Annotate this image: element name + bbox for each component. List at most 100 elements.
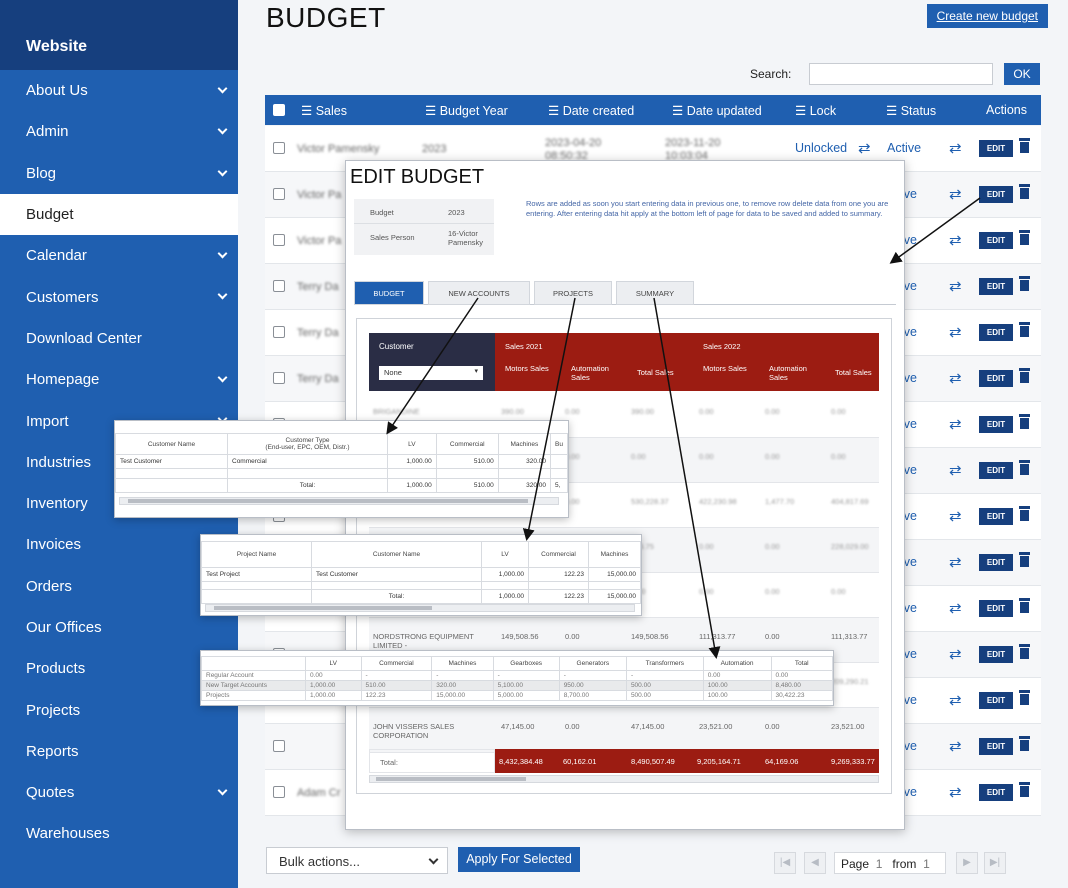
grid-cell[interactable]: 0.00 [765, 632, 780, 641]
pp-cell-customer[interactable]: Test Customer [311, 567, 482, 582]
edit-button[interactable]: EDIT [979, 416, 1013, 433]
pp-hscroll[interactable] [205, 604, 635, 612]
col-sales[interactable]: ☰ Sales [301, 104, 347, 118]
edit-button[interactable]: EDIT [979, 692, 1013, 709]
edit-button[interactable]: EDIT [979, 784, 1013, 801]
edit-button[interactable]: EDIT [979, 232, 1013, 249]
status-toggle-icon[interactable]: ⇄ [949, 232, 962, 249]
col-status[interactable]: ☰ Status [886, 104, 937, 118]
edit-button[interactable]: EDIT [979, 738, 1013, 755]
pa-cell-extra[interactable] [550, 454, 568, 469]
row-checkbox[interactable] [273, 326, 285, 338]
status-toggle-icon[interactable]: ⇄ [949, 738, 962, 755]
sidebar-item-about-us[interactable]: About Us [0, 70, 238, 111]
trash-icon[interactable] [1019, 276, 1030, 292]
chevron-down-icon[interactable] [217, 290, 228, 300]
col-lock[interactable]: ☰ Lock [795, 104, 837, 118]
pp-cell-commercial[interactable]: 122.23 [528, 567, 589, 582]
row-checkbox[interactable] [273, 188, 285, 200]
grid-cell[interactable]: 1,477.70 [765, 497, 795, 506]
grid-cell[interactable]: 404,817.69 [831, 497, 869, 506]
row-checkbox[interactable] [273, 142, 285, 154]
sidebar-item-industries[interactable]: Industries [0, 442, 238, 483]
trash-icon[interactable] [1019, 644, 1030, 660]
pp-cell-lv[interactable]: 1,000.00 [480, 567, 530, 582]
col-date-created[interactable]: ☰ Date created [548, 104, 635, 118]
tab-new-accounts[interactable]: NEW ACCOUNTS [428, 281, 530, 305]
next-page-button[interactable]: ▶ [956, 852, 978, 874]
chevron-down-icon[interactable] [217, 124, 228, 135]
edit-button[interactable]: EDIT [979, 140, 1013, 157]
sidebar-item-admin[interactable]: Admin [0, 111, 238, 152]
chevron-down-icon[interactable] [217, 785, 228, 796]
grid-cell[interactable]: 0.00 [565, 407, 580, 416]
grid-cell[interactable]: 0.00 [765, 542, 780, 551]
edit-button[interactable]: EDIT [979, 278, 1013, 295]
status-toggle-icon[interactable]: ⇄ [949, 278, 962, 295]
grid-cell[interactable]: 47,145.00 [631, 722, 665, 731]
apply-selected-button[interactable]: Apply For Selected [458, 847, 580, 872]
pa-cell-commercial[interactable]: 510.00 [435, 454, 499, 469]
grid-cell[interactable]: 0.00 [565, 632, 580, 641]
status-toggle-icon[interactable]: ⇄ [949, 600, 962, 617]
sidebar-item-warehouses[interactable]: Warehouses [0, 813, 238, 854]
sidebar-item-orders[interactable]: Orders [0, 566, 238, 607]
row-checkbox[interactable] [273, 740, 285, 752]
grid-cell[interactable]: 149,508.56 [501, 632, 539, 641]
edit-button[interactable]: EDIT [979, 600, 1013, 617]
sidebar-item-invoices[interactable]: Invoices [0, 524, 238, 565]
grid-customer-name[interactable]: NORDSTRONG EQUIPMENT LIMITED - [373, 632, 474, 650]
grid-cell[interactable]: 390.00 [631, 407, 654, 416]
grid-cell[interactable]: 0.00 [699, 587, 714, 596]
edit-button[interactable]: EDIT [979, 554, 1013, 571]
grid-cell[interactable]: 23,521.00 [699, 722, 733, 731]
grid-cell[interactable]: 390.00 [501, 407, 524, 416]
grid-cell[interactable]: 23,521.00 [831, 722, 865, 731]
grid-cell[interactable]: 422,230.98 [699, 497, 737, 506]
sidebar-item-projects[interactable]: Projects [0, 689, 238, 730]
sidebar-item-blog[interactable]: Blog [0, 153, 238, 194]
scroll-thumb[interactable] [214, 606, 432, 610]
select-all-checkbox[interactable] [273, 104, 285, 116]
row-checkbox[interactable] [273, 234, 285, 246]
grid-cell[interactable]: 111,313.77 [831, 632, 868, 641]
pa-cell-name[interactable]: Test Customer [115, 454, 228, 469]
tab-projects[interactable]: PROJECTS [534, 281, 612, 305]
bulk-actions-select[interactable]: Bulk actions... [266, 847, 448, 874]
trash-icon[interactable] [1019, 736, 1030, 752]
sidebar-item-calendar[interactable]: Calendar [0, 235, 238, 276]
trash-icon[interactable] [1019, 598, 1030, 614]
scroll-thumb[interactable] [376, 777, 526, 781]
search-ok-button[interactable]: OK [1004, 63, 1040, 85]
grid-cell[interactable]: 0.00 [831, 407, 846, 416]
grid-cell[interactable]: 0.00 [565, 722, 580, 731]
col-date-updated[interactable]: ☰ Date updated [672, 104, 762, 118]
trash-icon[interactable] [1019, 506, 1030, 522]
status-toggle-icon[interactable]: ⇄ [949, 416, 962, 433]
sidebar-item-inventory[interactable]: Inventory [0, 483, 238, 524]
row-checkbox[interactable] [273, 372, 285, 384]
sidebar-item-reports[interactable]: Reports [0, 731, 238, 772]
status-toggle-icon[interactable]: ⇄ [949, 140, 962, 157]
last-page-button[interactable]: ▶| [984, 852, 1006, 874]
status-toggle-icon[interactable]: ⇄ [949, 508, 962, 525]
trash-icon[interactable] [1019, 322, 1030, 338]
grid-cell[interactable]: 149,508.56 [631, 632, 669, 641]
sidebar-item-products[interactable]: Products [0, 648, 238, 689]
row-checkbox[interactable] [273, 786, 285, 798]
trash-icon[interactable] [1019, 230, 1030, 246]
pp-cell-name[interactable]: Test Project [201, 567, 312, 582]
trash-icon[interactable] [1019, 184, 1030, 200]
sidebar-item-download-center[interactable]: Download Center [0, 318, 238, 359]
pa-cell-lv[interactable]: 1,000.00 [387, 454, 437, 469]
grid-cell[interactable]: 0.00 [699, 542, 714, 551]
edit-button[interactable]: EDIT [979, 370, 1013, 387]
edit-button[interactable]: EDIT [979, 646, 1013, 663]
status-toggle-icon[interactable]: ⇄ [949, 646, 962, 663]
grid-cell[interactable]: 0.00 [765, 452, 780, 461]
trash-icon[interactable] [1019, 782, 1030, 798]
trash-icon[interactable] [1019, 138, 1030, 154]
grid-cell[interactable]: 0.00 [765, 587, 780, 596]
grid-customer-name[interactable]: JOHN VISSERS SALES CORPORATION [373, 722, 455, 740]
grid-cell[interactable]: 0.00 [699, 407, 714, 416]
